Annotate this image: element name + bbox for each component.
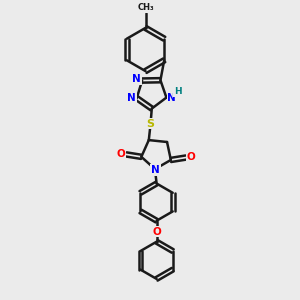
Text: N: N [167,93,176,103]
Text: S: S [147,118,154,129]
Text: H: H [174,87,182,96]
Text: CH₃: CH₃ [137,3,154,12]
Text: O: O [117,149,125,159]
Text: O: O [152,226,161,236]
Text: O: O [187,152,196,162]
Text: N: N [132,74,141,84]
Text: N: N [127,93,136,103]
Text: N: N [151,165,160,175]
